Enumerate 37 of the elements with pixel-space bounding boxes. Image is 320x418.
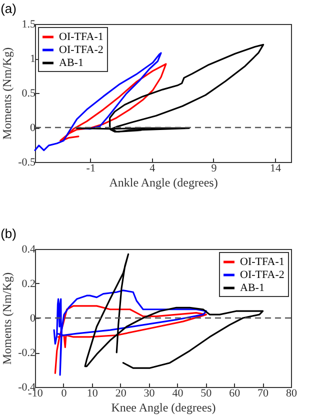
y-tick-label: 0.4 bbox=[22, 244, 36, 256]
y-tick-label: 1 bbox=[30, 53, 36, 65]
chart-title: (b) bbox=[0, 226, 16, 241]
legend-label: OI-TFA-1 bbox=[240, 256, 284, 268]
legend-label: OI-TFA-2 bbox=[59, 44, 104, 56]
line-series bbox=[34, 52, 162, 152]
x-tick-label: 70 bbox=[258, 388, 270, 400]
line-series bbox=[53, 290, 208, 376]
y-tick-label: -0.2 bbox=[18, 347, 36, 359]
y-tick-label: 0.2 bbox=[22, 278, 36, 290]
x-tick-label: 30 bbox=[144, 388, 156, 400]
x-tick-label: 14 bbox=[270, 162, 282, 174]
y-tick-label: 1.5 bbox=[22, 18, 36, 30]
line-series bbox=[54, 305, 208, 374]
y-tick-label: 0 bbox=[30, 122, 36, 134]
y-axis-title: Moments (Nm/Kg) bbox=[0, 272, 14, 365]
legend-label: AB-1 bbox=[240, 282, 264, 294]
x-tick-label: -1 bbox=[86, 162, 96, 174]
x-tick-label: 10 bbox=[86, 388, 98, 400]
x-tick-label: 80 bbox=[286, 388, 298, 400]
x-axis-title: Ankle Angle (degrees) bbox=[109, 176, 218, 190]
y-tick-label: 0 bbox=[30, 312, 36, 324]
x-tick-label: 50 bbox=[200, 388, 212, 400]
legend-label: OI-TFA-1 bbox=[59, 31, 104, 43]
x-tick-label: 9 bbox=[211, 162, 218, 174]
y-tick-label: -0.5 bbox=[18, 156, 36, 168]
y-tick-label: 0.5 bbox=[22, 88, 36, 100]
x-tick-label: 40 bbox=[172, 388, 184, 400]
legend-label: OI-TFA-2 bbox=[240, 269, 284, 281]
x-tick-label: 60 bbox=[229, 388, 241, 400]
y-axis-title: Moments (Nm/Kg) bbox=[0, 47, 14, 140]
x-axis-title: Knee Angle (degrees) bbox=[111, 400, 216, 414]
legend-label: AB-1 bbox=[59, 57, 84, 69]
x-tick-label: 0 bbox=[61, 388, 68, 400]
x-tick-label: 20 bbox=[115, 388, 127, 400]
x-tick-label: 4 bbox=[150, 162, 156, 174]
chart-title: (a) bbox=[0, 1, 16, 16]
